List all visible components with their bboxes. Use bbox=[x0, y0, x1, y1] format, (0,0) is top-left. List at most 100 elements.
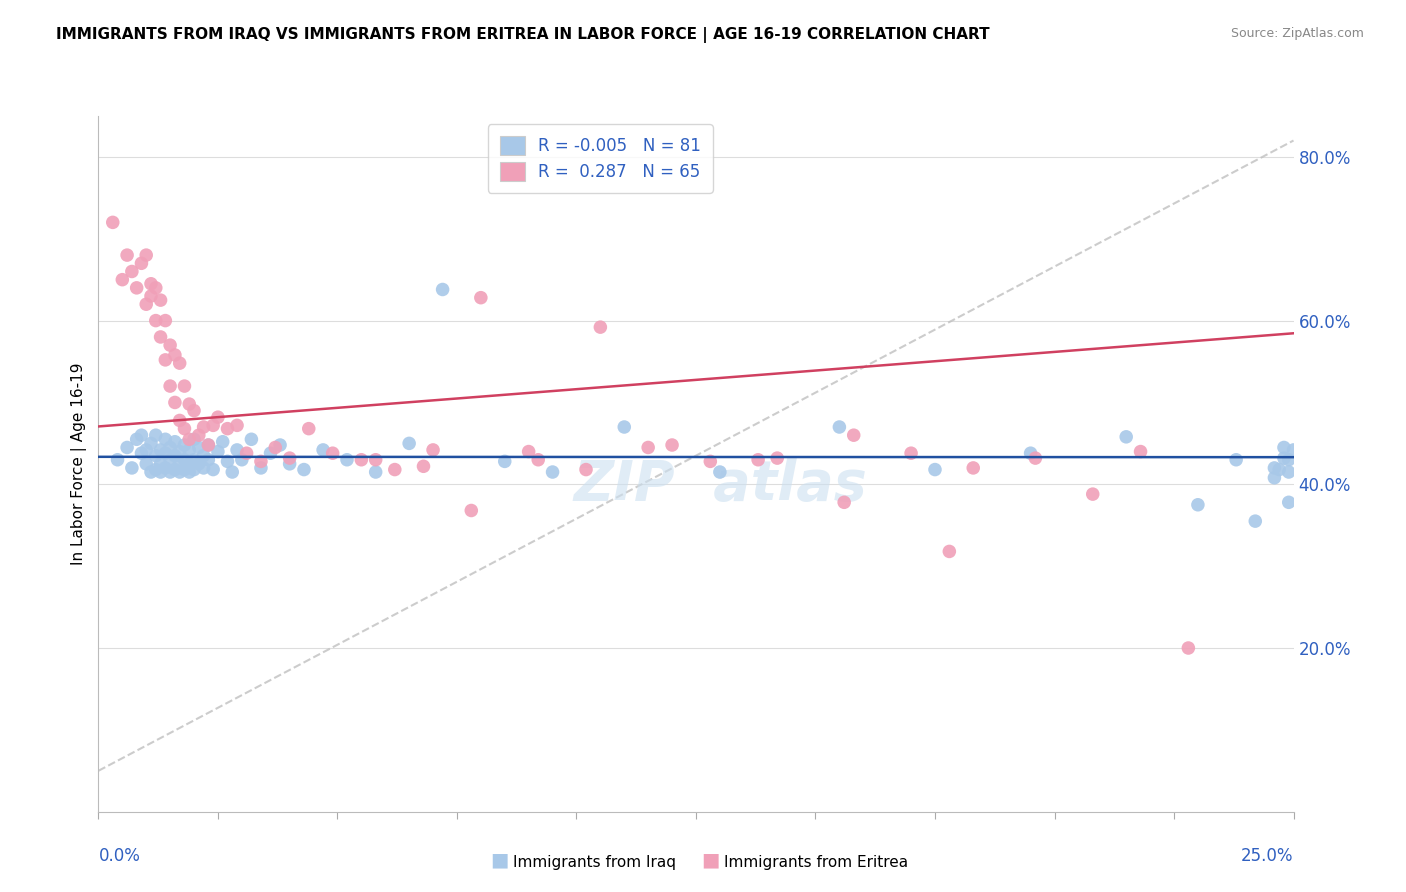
Text: ■: ■ bbox=[700, 851, 720, 870]
Point bbox=[207, 444, 229, 458]
Text: ■: ■ bbox=[489, 851, 509, 870]
Point bbox=[1024, 451, 1046, 466]
Point bbox=[1268, 462, 1291, 476]
Point bbox=[169, 413, 191, 427]
Point bbox=[211, 434, 233, 449]
Point bbox=[699, 454, 721, 468]
Point bbox=[350, 452, 373, 467]
Point bbox=[207, 410, 229, 425]
Point bbox=[231, 452, 253, 467]
Point bbox=[131, 428, 153, 442]
Point bbox=[221, 465, 243, 479]
Point bbox=[1187, 498, 1209, 512]
Point bbox=[163, 348, 186, 362]
Point bbox=[226, 418, 249, 433]
Point bbox=[111, 273, 134, 287]
Point bbox=[747, 452, 769, 467]
Point bbox=[235, 446, 257, 460]
Point bbox=[298, 422, 321, 436]
Text: Immigrants from Eritrea: Immigrants from Eritrea bbox=[724, 855, 908, 870]
Point bbox=[259, 446, 281, 460]
Point bbox=[517, 444, 540, 458]
Point bbox=[278, 457, 301, 471]
Point bbox=[336, 452, 359, 467]
Point bbox=[197, 438, 219, 452]
Point bbox=[135, 248, 157, 262]
Point bbox=[527, 452, 550, 467]
Point bbox=[135, 297, 157, 311]
Point bbox=[131, 256, 153, 270]
Point bbox=[1263, 461, 1285, 475]
Point bbox=[107, 452, 129, 467]
Point bbox=[1081, 487, 1104, 501]
Point bbox=[187, 441, 209, 455]
Point bbox=[135, 442, 157, 457]
Point bbox=[155, 446, 177, 460]
Point bbox=[159, 441, 181, 455]
Point bbox=[193, 420, 215, 434]
Point bbox=[292, 462, 315, 476]
Point bbox=[179, 457, 201, 471]
Point bbox=[163, 462, 186, 476]
Point bbox=[269, 438, 291, 452]
Point bbox=[250, 454, 273, 468]
Point bbox=[139, 436, 162, 450]
Text: IMMIGRANTS FROM IRAQ VS IMMIGRANTS FROM ERITREA IN LABOR FORCE | AGE 16-19 CORRE: IMMIGRANTS FROM IRAQ VS IMMIGRANTS FROM … bbox=[56, 27, 990, 43]
Point bbox=[149, 457, 172, 471]
Point bbox=[1272, 441, 1295, 455]
Point bbox=[155, 461, 177, 475]
Point bbox=[173, 379, 195, 393]
Point bbox=[264, 441, 287, 455]
Point bbox=[432, 283, 454, 297]
Point bbox=[575, 462, 598, 476]
Point bbox=[173, 422, 195, 436]
Point bbox=[1177, 640, 1199, 655]
Text: 0.0%: 0.0% bbox=[98, 847, 141, 865]
Point bbox=[115, 248, 138, 262]
Point bbox=[145, 449, 167, 463]
Point bbox=[139, 289, 162, 303]
Point bbox=[193, 449, 215, 463]
Point bbox=[135, 457, 157, 471]
Point bbox=[661, 438, 683, 452]
Point bbox=[217, 422, 239, 436]
Point bbox=[163, 395, 186, 409]
Point bbox=[149, 293, 172, 307]
Point bbox=[145, 281, 167, 295]
Point bbox=[832, 495, 855, 509]
Point bbox=[139, 465, 162, 479]
Point bbox=[828, 420, 851, 434]
Point bbox=[173, 462, 195, 476]
Point bbox=[1278, 465, 1301, 479]
Point bbox=[159, 452, 181, 467]
Point bbox=[187, 428, 209, 442]
Point bbox=[460, 503, 482, 517]
Point bbox=[183, 462, 205, 476]
Point bbox=[1019, 446, 1042, 460]
Point bbox=[183, 403, 205, 417]
Point bbox=[924, 462, 946, 476]
Point bbox=[322, 446, 344, 460]
Point bbox=[217, 454, 239, 468]
Legend: R = -0.005   N = 81, R =  0.287   N = 65: R = -0.005 N = 81, R = 0.287 N = 65 bbox=[488, 124, 713, 193]
Text: Immigrants from Iraq: Immigrants from Iraq bbox=[513, 855, 676, 870]
Point bbox=[900, 446, 922, 460]
Point bbox=[938, 544, 960, 558]
Point bbox=[179, 397, 201, 411]
Point bbox=[398, 436, 420, 450]
Point bbox=[364, 452, 387, 467]
Point bbox=[145, 313, 167, 327]
Point bbox=[962, 461, 984, 475]
Text: 25.0%: 25.0% bbox=[1241, 847, 1294, 865]
Point bbox=[125, 432, 148, 446]
Point bbox=[1282, 442, 1305, 457]
Point bbox=[131, 446, 153, 460]
Point bbox=[183, 452, 205, 467]
Point bbox=[197, 438, 219, 452]
Point bbox=[149, 442, 172, 457]
Point bbox=[179, 465, 201, 479]
Point bbox=[145, 462, 167, 476]
Point bbox=[187, 457, 209, 471]
Point bbox=[145, 428, 167, 442]
Point bbox=[422, 442, 444, 457]
